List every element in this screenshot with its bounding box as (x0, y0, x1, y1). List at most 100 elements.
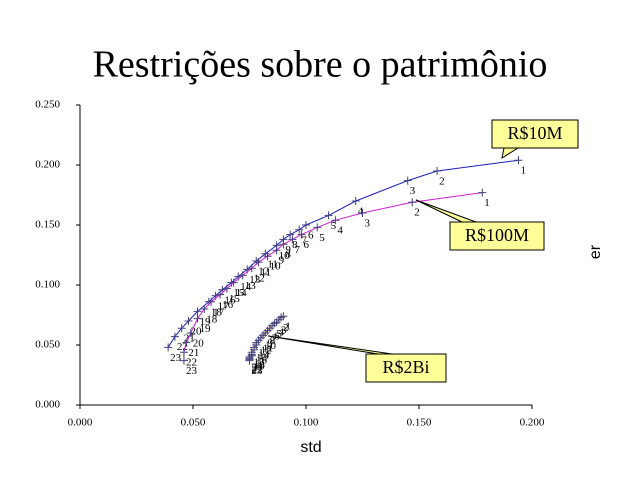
point-label: 22 (252, 364, 263, 376)
point-marker (279, 240, 288, 249)
point-label: 23 (252, 365, 264, 377)
point-label: 11 (267, 258, 278, 270)
point-label: 13 (258, 347, 270, 359)
point-label: 20 (190, 326, 202, 338)
callout-fill (493, 121, 577, 147)
x-axis-label: std (300, 439, 321, 456)
point-label: 22 (186, 357, 197, 369)
point-label: 16 (256, 354, 268, 366)
point-label: 6 (308, 230, 314, 242)
point-label: 5 (276, 328, 282, 340)
point-label: 14 (236, 287, 248, 299)
point-label: 1 (285, 321, 291, 333)
point-marker (182, 338, 191, 347)
series-line (183, 192, 483, 361)
point-marker (302, 221, 310, 229)
point-label: 2 (439, 176, 445, 188)
point-label: 23 (186, 365, 198, 377)
point-label: 21 (188, 347, 199, 359)
point-label: 15 (256, 352, 268, 364)
point-label: 21 (184, 333, 195, 345)
point-marker (245, 356, 254, 365)
point-marker (313, 223, 322, 232)
point-label: 17 (218, 300, 230, 312)
point-label: 4 (358, 206, 364, 218)
point-label: 1 (484, 197, 490, 209)
point-label: 2 (414, 207, 420, 219)
point-label: 14 (240, 281, 252, 293)
x-tick-label: 0.150 (407, 417, 432, 429)
point-marker (193, 307, 202, 316)
point-label: 8 (285, 249, 291, 261)
point-marker (295, 225, 304, 234)
point-label: 10 (270, 261, 282, 273)
point-label: 3 (410, 185, 416, 197)
point-label: 17 (254, 357, 266, 369)
point-marker (433, 167, 442, 175)
point-label: 4 (337, 225, 343, 237)
y-tick-label: 0.150 (35, 219, 60, 231)
point-label: 9 (279, 255, 285, 267)
legend-label: R$10M (507, 123, 562, 143)
point-label: 13 (245, 280, 257, 292)
point-label: 15 (233, 287, 245, 299)
point-marker (170, 332, 179, 341)
point-label: 19 (200, 316, 212, 328)
point-marker (478, 188, 487, 197)
point-label: 18 (206, 314, 218, 326)
point-label: 3 (281, 324, 287, 336)
point-marker (216, 290, 225, 299)
y-tick-label: 0.250 (35, 99, 60, 111)
x-tick-label: 0.000 (68, 417, 93, 429)
point-label: 6 (303, 239, 309, 251)
point-marker (179, 348, 188, 357)
x-tick-label: 0.100 (294, 417, 319, 429)
point-label: 18 (211, 306, 223, 318)
point-marker (286, 230, 295, 239)
point-label: 11 (261, 267, 272, 279)
point-marker (403, 176, 412, 185)
point-label: 20 (193, 338, 205, 350)
point-marker (288, 235, 297, 244)
point-marker (186, 329, 195, 337)
x-tick-label: 0.200 (520, 417, 545, 429)
point-label: 8 (270, 335, 276, 347)
point-marker (351, 197, 360, 205)
point-label: 12 (258, 266, 269, 278)
point-marker (229, 278, 238, 287)
point-label: 10 (279, 250, 291, 262)
point-marker (514, 156, 523, 165)
point-label: 9 (285, 244, 291, 256)
x-tick-label: 0.050 (181, 417, 206, 429)
point-marker (254, 258, 263, 267)
callout-fill (451, 223, 543, 249)
point-label: 17 (213, 306, 225, 318)
point-label: 19 (200, 323, 212, 335)
legend-label: R$100M (465, 225, 529, 245)
point-label: 22 (177, 341, 188, 353)
point-marker (263, 252, 272, 261)
y-axis-label: er (587, 244, 604, 259)
chart-title: Restrições sobre o patrimônio (93, 44, 548, 86)
point-marker (164, 343, 173, 352)
point-label: 15 (229, 293, 241, 305)
point-marker (184, 317, 193, 325)
point-label: 12 (261, 345, 272, 357)
point-marker (238, 271, 247, 280)
point-label: 5 (319, 232, 325, 244)
point-marker (200, 305, 209, 313)
point-marker (179, 356, 188, 365)
point-marker (272, 246, 281, 255)
point-marker (247, 264, 256, 273)
legend-label: R$2Bi (382, 357, 429, 377)
point-label: 11 (263, 342, 274, 354)
point-label: 14 (258, 350, 270, 362)
point-marker (177, 324, 186, 333)
y-tick-label: 0.050 (35, 339, 60, 351)
point-label: 1 (520, 165, 526, 177)
point-label: 2 (283, 322, 289, 334)
point-label: 7 (301, 234, 307, 246)
point-label: 5 (331, 220, 337, 232)
y-tick-label: 0.000 (35, 399, 60, 411)
